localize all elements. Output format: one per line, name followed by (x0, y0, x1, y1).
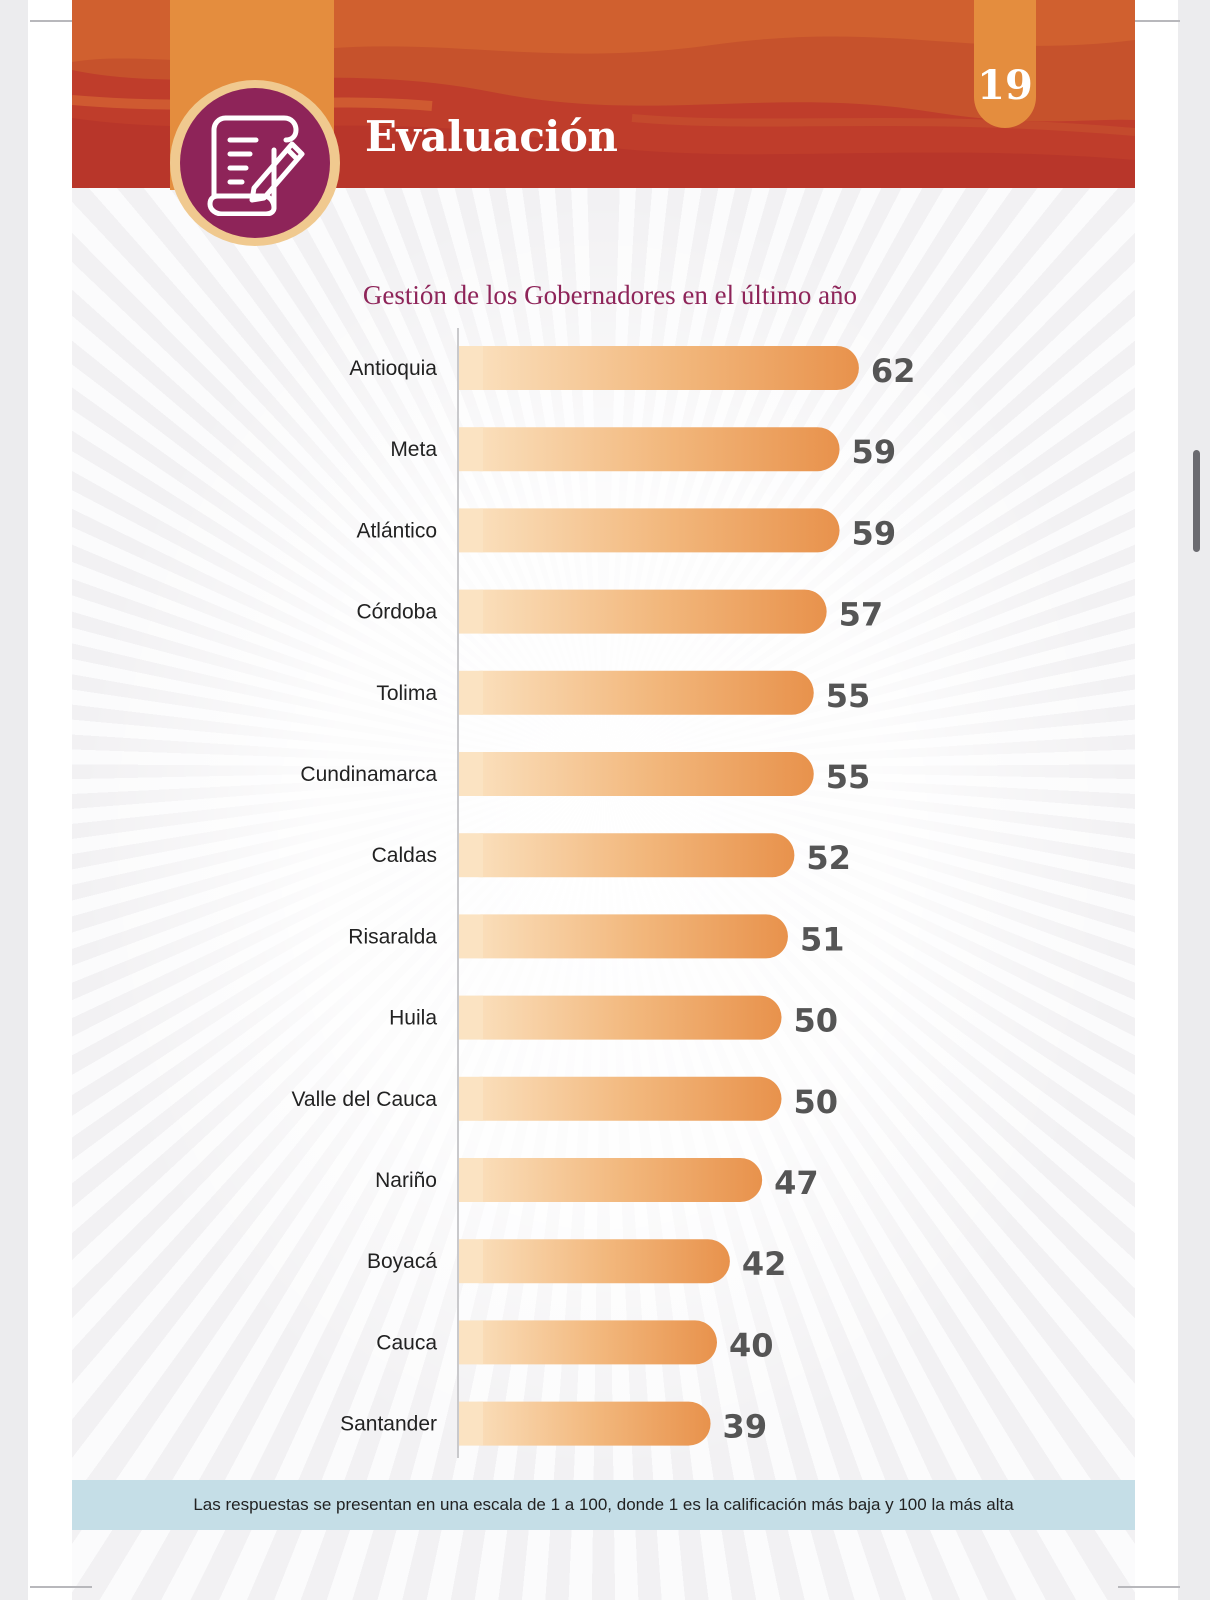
value-label: 59 (852, 433, 897, 471)
bar (459, 1158, 763, 1202)
crop-mark (30, 1586, 92, 1588)
bar-start-cap (459, 1239, 483, 1284)
bar-start-cap (459, 833, 483, 878)
bar (459, 833, 795, 878)
category-label: Huila (389, 1007, 437, 1030)
bar-chart: Antioquia 62 Meta 59 Atlántico 59 Córdoba 57 Tol… (291, 328, 915, 1458)
category-label: Valle del Cauca (291, 1088, 437, 1111)
bar-start-cap (459, 1076, 483, 1121)
category-label: Boyacá (367, 1250, 437, 1273)
value-label: 55 (826, 677, 871, 715)
value-label: 50 (794, 1083, 839, 1121)
category-label: Tolima (376, 682, 437, 705)
value-label: 52 (806, 839, 851, 877)
bar (459, 427, 840, 472)
bar-start-cap (459, 1401, 483, 1446)
value-label: 57 (839, 596, 884, 634)
bar-start-cap (459, 508, 483, 553)
category-label: Antioquia (349, 357, 437, 380)
crop-mark (30, 20, 92, 22)
bar (459, 995, 782, 1040)
footer-note-band: Las respuestas se presentan en una escal… (72, 1480, 1135, 1530)
bar-start-cap (459, 995, 483, 1040)
bars-group: Antioquia 62 Meta 59 Atlántico 59 Córdoba 57 Tol… (291, 346, 915, 1446)
value-label: 50 (794, 1002, 839, 1040)
category-label: Caldas (372, 844, 437, 867)
category-label: Risaralda (348, 925, 437, 948)
category-label: Meta (390, 438, 437, 461)
category-label: Nariño (375, 1169, 437, 1192)
bar (459, 1401, 711, 1446)
icon-badge (180, 88, 330, 238)
bar (459, 670, 814, 715)
bar-start-cap (459, 346, 483, 390)
value-label: 51 (800, 920, 845, 958)
category-label: Cundinamarca (300, 763, 437, 786)
bar (459, 1076, 782, 1121)
value-label: 39 (723, 1408, 768, 1446)
bar (459, 914, 788, 959)
section-title: Evaluación (365, 112, 618, 161)
bar-start-cap (459, 670, 483, 715)
bar (459, 589, 827, 634)
scrollbar-thumb[interactable] (1193, 450, 1200, 552)
crop-mark (1118, 20, 1180, 22)
chart-title: Gestión de los Gobernadores en el último… (362, 280, 858, 310)
bar (459, 1239, 730, 1284)
category-label: Atlántico (356, 519, 437, 542)
value-label: 55 (826, 758, 871, 796)
value-label: 42 (742, 1245, 787, 1283)
bar (459, 1320, 717, 1365)
bar-start-cap (459, 752, 483, 796)
value-label: 40 (729, 1326, 774, 1364)
category-label: Córdoba (356, 601, 437, 624)
bar-start-cap (459, 914, 483, 959)
bar (459, 508, 840, 553)
bar (459, 346, 859, 390)
value-label: 47 (774, 1164, 819, 1202)
document-pen-icon (207, 115, 305, 216)
category-label: Santander (340, 1413, 437, 1436)
bar-start-cap (459, 589, 483, 634)
value-label: 62 (871, 352, 916, 390)
bar-start-cap (459, 427, 483, 472)
page-number: 19 (977, 62, 1033, 109)
bar (459, 752, 814, 796)
value-label: 59 (852, 514, 897, 552)
category-label: Cauca (376, 1331, 437, 1354)
footer-note: Las respuestas se presentan en una escal… (193, 1495, 1014, 1514)
crop-mark (1118, 1586, 1180, 1588)
bar-start-cap (459, 1320, 483, 1365)
page-number-tab (974, 0, 1036, 128)
bar-start-cap (459, 1158, 483, 1202)
